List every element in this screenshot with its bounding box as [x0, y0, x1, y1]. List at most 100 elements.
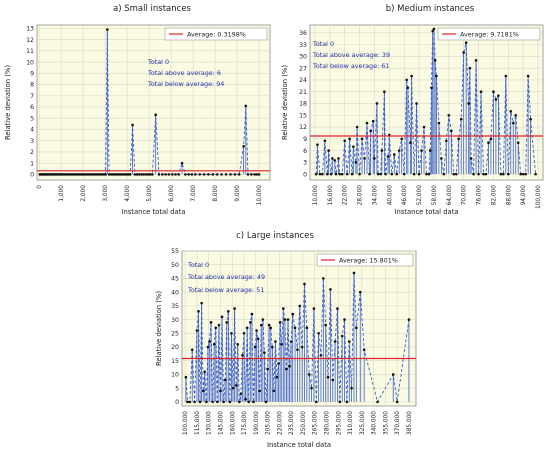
data-point: [135, 173, 139, 176]
data-point: [506, 172, 510, 176]
data-point: [400, 137, 404, 141]
data-point: [289, 340, 293, 343]
legend-label: Average: 9.7181%: [460, 30, 519, 38]
x-tick-label: 1,000: [59, 185, 65, 202]
data-point: [395, 400, 399, 404]
data-point: [489, 137, 493, 141]
data-point: [274, 340, 277, 343]
data-point: [435, 74, 438, 78]
data-point: [157, 173, 161, 176]
x-tick-label: 145,000: [218, 411, 224, 435]
data-point: [331, 157, 334, 160]
data-point: [331, 378, 335, 382]
data-point: [184, 375, 188, 379]
x-tick-label: 385,000: [407, 411, 413, 435]
x-tick-label: 220,000: [277, 411, 283, 435]
y-tick-label: 21: [299, 89, 307, 96]
data-point: [504, 74, 508, 78]
x-tick-label: 115,000: [195, 411, 201, 435]
data-point: [337, 157, 340, 160]
x-tick-label: 28,000: [358, 185, 364, 206]
data-point: [239, 392, 243, 395]
data-point: [266, 367, 269, 371]
data-point: [291, 312, 295, 316]
y-tick-label: 10: [171, 372, 179, 379]
data-point: [257, 173, 261, 176]
x-tick-label: 94,000: [521, 185, 527, 206]
y-tick-label: 9: [303, 136, 307, 143]
data-point: [317, 332, 320, 335]
data-point: [227, 310, 230, 313]
data-point: [521, 172, 525, 176]
y-tick-label: 5: [30, 115, 34, 122]
data-point: [358, 290, 362, 294]
y-tick-label: 25: [171, 331, 179, 338]
data-point: [390, 172, 394, 176]
data-point: [368, 172, 371, 176]
x-tick-label: 22,000: [343, 185, 349, 206]
y-tick-label: 30: [171, 317, 179, 324]
data-point: [402, 172, 406, 176]
x-tick-label: 5,000: [147, 185, 153, 202]
data-point: [205, 400, 208, 404]
x-tick-label: 34,000: [372, 185, 378, 206]
chart-title: b) Medium instances: [386, 4, 475, 14]
data-point: [184, 173, 187, 176]
data-point: [211, 173, 215, 176]
data-point: [195, 329, 199, 332]
data-point: [225, 321, 229, 324]
data-point: [245, 326, 249, 330]
data-point: [432, 27, 436, 31]
data-point: [275, 375, 279, 379]
data-point: [524, 172, 527, 176]
data-point: [233, 173, 237, 176]
data-point: [303, 282, 306, 286]
data-point: [422, 125, 426, 129]
data-point: [261, 318, 265, 321]
y-tick-label: 4: [30, 127, 34, 134]
data-point: [354, 161, 358, 164]
data-point: [371, 119, 375, 123]
y-tick-label: 8: [30, 82, 34, 89]
data-point: [360, 137, 364, 141]
data-point: [487, 141, 490, 145]
data-point: [482, 172, 485, 176]
data-point: [352, 271, 356, 275]
data-point: [151, 173, 154, 176]
data-point: [477, 172, 480, 176]
legend-label: Average: 15.801%: [339, 256, 398, 264]
data-point: [144, 173, 148, 176]
y-tick-label: 20: [171, 344, 179, 351]
data-point: [207, 173, 210, 176]
data-point: [128, 173, 132, 176]
x-tick-label: 8,000: [213, 185, 219, 202]
data-point: [280, 342, 284, 346]
data-point: [363, 157, 366, 160]
data-point: [427, 172, 431, 176]
data-point: [464, 41, 468, 44]
x-tick-label: 70,000: [462, 185, 468, 206]
data-point: [338, 400, 342, 404]
x-tick-label: 76,000: [477, 185, 483, 206]
data-point: [211, 400, 214, 404]
data-point: [526, 74, 530, 78]
data-point: [253, 173, 256, 176]
y-tick-label: 10: [26, 59, 34, 66]
data-point: [343, 318, 346, 321]
data-point: [319, 353, 323, 357]
data-point: [350, 386, 353, 390]
data-point: [230, 332, 233, 335]
data-point: [345, 400, 349, 404]
x-tick-label: 10,000: [313, 185, 319, 206]
data-point: [322, 277, 325, 280]
data-point: [256, 337, 260, 341]
data-point: [223, 378, 227, 382]
data-point: [384, 172, 387, 176]
data-point: [131, 123, 134, 127]
data-point: [362, 348, 366, 352]
y-tick-label: 45: [171, 276, 179, 283]
data-point: [300, 345, 304, 349]
y-tick-label: 24: [299, 77, 307, 84]
